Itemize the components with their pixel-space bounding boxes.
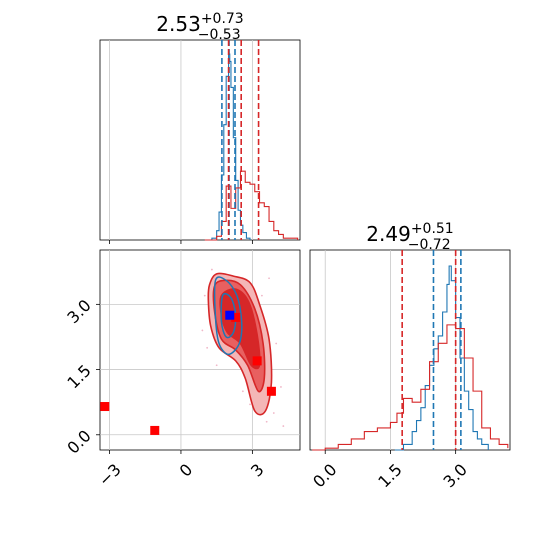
scatter-point-4: [280, 386, 282, 388]
histogram-series-red-right: [312, 324, 509, 451]
scatter-point-2: [265, 420, 268, 423]
tick-label-x-right-1: 1.5: [374, 460, 405, 491]
histogram-series-blue-right: [394, 265, 489, 451]
contour-red-inner: [219, 288, 261, 370]
tick-label-x-right-0: 0.0: [309, 460, 340, 491]
title-param1-lower: −0.53: [198, 27, 241, 43]
tick-label-y-2d-2: 3.0: [63, 296, 94, 327]
contour-blue-inner: [220, 292, 237, 339]
tick-label-y-2d-0: 0.0: [63, 426, 94, 457]
scatter-point-10: [215, 364, 218, 367]
scatter-point-0: [211, 268, 213, 271]
title-param2-upper: +0.51: [411, 221, 454, 237]
tick-label-x-2d-0: −3: [95, 460, 125, 490]
marker-red-1: [150, 425, 160, 435]
scatter-point-13: [249, 403, 251, 406]
marginal-histogram-param1: 2.53+0.73 −0.53: [99, 11, 301, 244]
tick-label-x-right-2: 3.0: [440, 460, 471, 491]
scatter-point-9: [241, 390, 244, 393]
title-param1-value: 2.53: [156, 12, 201, 36]
marker-blue-0: [225, 310, 235, 320]
marker-red-4: [231, 312, 241, 322]
scatter-point-12: [282, 425, 285, 427]
title-param2: 2.49+0.51 −0.72: [366, 221, 453, 253]
scatter-point-11: [268, 277, 270, 280]
scatter-point-8: [275, 342, 278, 345]
scatter-point-1: [203, 294, 206, 297]
tick-label-x-2d-2: 3: [247, 460, 268, 481]
title-param2-value: 2.49: [366, 222, 411, 246]
scatter-point-3: [272, 412, 275, 414]
panel-frame-right: [309, 249, 511, 451]
scatter-point-7: [261, 294, 263, 297]
marker-red-2: [252, 356, 262, 366]
scatter-point-6: [206, 346, 209, 349]
contour-blue-outer: [213, 276, 243, 356]
marginal-histogram-param2: 0.0 1.5 3.0 2.49+0.51 −0.72: [309, 221, 511, 491]
scatter-point-5: [201, 329, 204, 332]
density-2d-panel: −3 0 3 0.0 1.5 3.0: [63, 249, 301, 490]
panel-frame-top: [99, 39, 301, 241]
marker-red-3: [266, 386, 276, 396]
tick-label-y-2d-1: 1.5: [63, 361, 94, 392]
tick-label-x-2d-1: 0: [176, 460, 197, 481]
title-param1-upper: +0.73: [201, 11, 244, 27]
title-param1: 2.53+0.73 −0.53: [156, 11, 243, 43]
title-param2-lower: −0.72: [408, 237, 451, 253]
histogram-series-red-top: [204, 170, 299, 241]
marker-red-0: [100, 402, 110, 412]
